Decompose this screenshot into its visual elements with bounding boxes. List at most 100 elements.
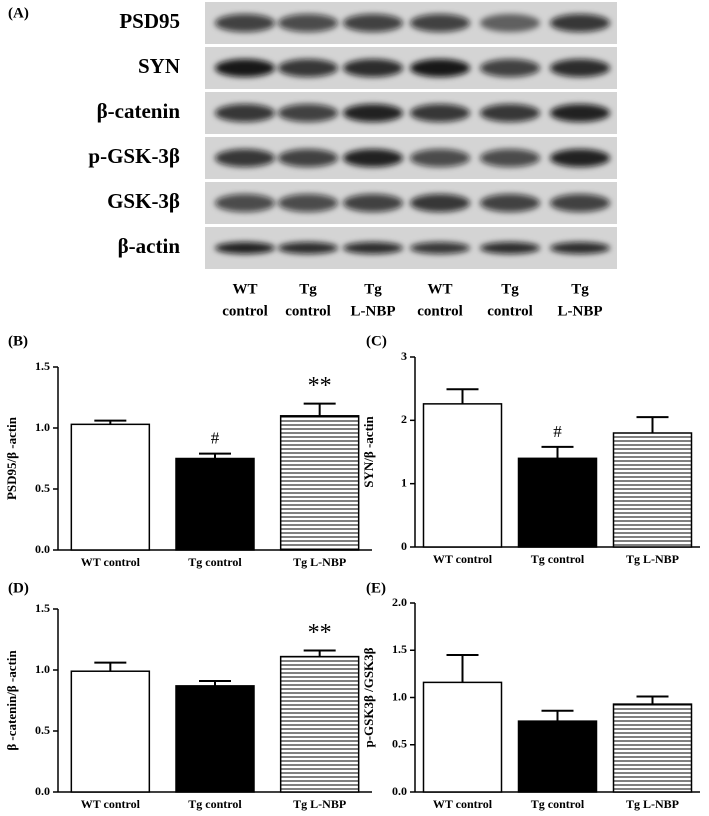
y-tick-label: 2.0 <box>392 595 407 609</box>
y-axis-label: β -catenin/β -actin <box>4 650 19 751</box>
error-bar <box>636 416 669 433</box>
blot-band <box>410 242 470 254</box>
western-blot <box>205 2 617 269</box>
blot-band <box>215 59 275 77</box>
y-axis-label: SYN/β -actin <box>361 415 376 487</box>
x-tick-label: Tg control <box>188 555 242 569</box>
y-tick-label: 0.5 <box>35 723 50 737</box>
x-tick-label: WT control <box>433 797 493 811</box>
blot-band <box>343 104 403 122</box>
y-tick-label: 1 <box>401 475 407 489</box>
panel-label: (E) <box>366 580 386 596</box>
y-axis-label: p-GSK3β /GSK3β <box>361 647 376 747</box>
error-bar <box>446 388 479 404</box>
blot-band <box>480 14 540 32</box>
blot-row-label: β-catenin <box>97 99 181 123</box>
x-tick-label: Tg control <box>531 797 585 811</box>
significance-mark: ** <box>308 373 332 399</box>
bar <box>612 703 693 793</box>
blot-band <box>215 104 275 122</box>
blot-band <box>480 242 540 254</box>
blot-band <box>278 149 338 167</box>
blot-band <box>550 14 610 32</box>
y-tick-label: 2 <box>401 412 407 426</box>
error-bar <box>199 679 231 686</box>
panel-label: (C) <box>366 333 387 349</box>
blot-band <box>410 59 470 77</box>
lane-label: Tg <box>299 281 317 297</box>
blot-band <box>343 194 403 212</box>
lane-label: L-NBP <box>351 303 396 319</box>
blot-band <box>343 59 403 77</box>
y-tick-label: 1.5 <box>35 601 50 615</box>
blot-row-label: β-actin <box>118 234 181 258</box>
bar <box>612 432 693 548</box>
bar <box>175 457 255 551</box>
lane-label: Tg <box>364 281 382 297</box>
blot-band <box>410 14 470 32</box>
blot-band <box>278 14 338 32</box>
blot-band <box>410 149 470 167</box>
blot-band <box>278 104 338 122</box>
lane-label: L-NBP <box>558 303 603 319</box>
x-tick-label: WT control <box>433 552 493 566</box>
x-tick-label: WT control <box>81 797 141 811</box>
lane-label: control <box>222 303 268 319</box>
lane-label: WT <box>427 281 452 297</box>
x-tick-label: Tg control <box>531 552 585 566</box>
error-bar <box>541 445 574 459</box>
bar <box>70 423 151 551</box>
x-tick-label: WT control <box>81 555 141 569</box>
bar <box>279 655 360 793</box>
x-tick-label: Tg L-NBP <box>293 555 346 569</box>
panel-label: (A) <box>8 5 29 21</box>
y-axis-label: PSD95/β -actin <box>4 416 19 500</box>
y-tick-label: 1.5 <box>35 359 50 373</box>
significance-mark: ** <box>308 620 332 646</box>
bar <box>70 670 151 793</box>
y-tick-label: 0.5 <box>35 481 50 495</box>
blot-band <box>410 194 470 212</box>
y-tick-label: 0.5 <box>392 737 407 751</box>
y-tick-label: 0.0 <box>35 542 50 556</box>
lane-label: control <box>285 303 331 319</box>
error-bar <box>541 709 574 722</box>
y-tick-label: 1.0 <box>392 689 407 703</box>
blot-band <box>550 104 610 122</box>
x-tick-label: Tg L-NBP <box>293 797 346 811</box>
y-tick-label: 0.0 <box>35 784 50 798</box>
blot-band <box>278 242 338 254</box>
significance-mark: # <box>553 422 562 441</box>
lane-label: Tg <box>501 281 519 297</box>
y-tick-label: 1.0 <box>35 420 50 434</box>
blot-row-label: p-GSK-3β <box>88 144 180 168</box>
x-tick-label: Tg control <box>188 797 242 811</box>
blot-band <box>550 242 610 254</box>
blot-band <box>480 149 540 167</box>
error-bar <box>636 695 669 705</box>
lane-label: control <box>417 303 463 319</box>
bar <box>422 403 503 548</box>
x-tick-label: Tg L-NBP <box>626 552 679 566</box>
blot-band <box>550 194 610 212</box>
y-tick-label: 0 <box>401 539 407 553</box>
y-tick-label: 3 <box>401 349 407 363</box>
bar <box>517 720 598 793</box>
y-tick-label: 1.5 <box>392 642 407 656</box>
x-tick-label: Tg L-NBP <box>626 797 679 811</box>
blot-band <box>550 149 610 167</box>
blot-band <box>343 149 403 167</box>
error-bar <box>94 661 127 672</box>
panel-label: (D) <box>8 580 29 596</box>
blot-band <box>480 194 540 212</box>
bar <box>517 457 598 548</box>
blot-band <box>278 59 338 77</box>
error-bar <box>446 653 479 683</box>
blot-row-label: GSK-3β <box>107 189 180 213</box>
blot-band <box>410 104 470 122</box>
bar <box>175 685 255 793</box>
y-tick-label: 1.0 <box>35 662 50 676</box>
blot-band <box>215 242 275 254</box>
blot-band <box>550 59 610 77</box>
